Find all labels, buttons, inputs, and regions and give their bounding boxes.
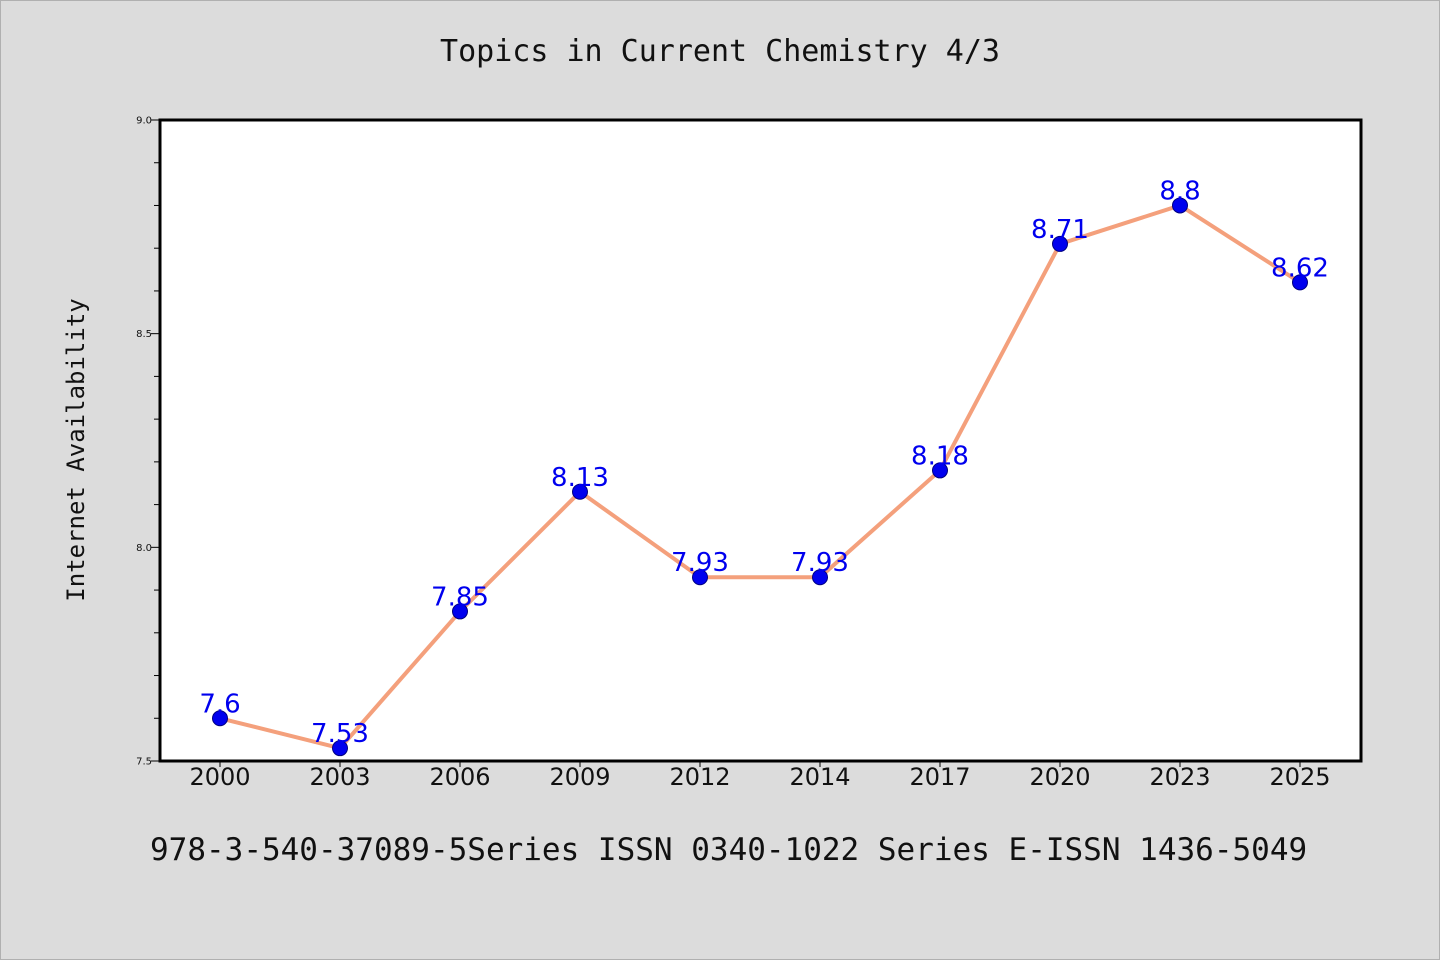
footer-isbn-issn: 978-3-540-37089-5Series ISSN 0340-1022 S… (150, 832, 1308, 868)
data-point (332, 740, 348, 757)
data-point (932, 462, 948, 479)
x-tick-label: 2014 (789, 763, 850, 791)
data-point (812, 569, 828, 586)
series-group (212, 197, 1308, 757)
data-point (452, 603, 468, 620)
chart-title: Topics in Current Chemistry 4/3 (440, 34, 1000, 69)
data-label: 7.85 (431, 582, 489, 612)
x-tick-label: 2009 (549, 763, 610, 791)
data-label: 8.13 (551, 463, 609, 493)
data-label: 8.71 (1031, 215, 1089, 245)
data-labels: 7.6 7.53 7.85 8.13 7.93 7.93 8.18 8.71 8.8 8.62 (199, 176, 1329, 749)
data-label: 7.6 (199, 689, 240, 719)
data-label: 7.93 (671, 548, 729, 578)
data-label: 7.53 (311, 719, 369, 749)
x-tick-label: 2025 (1269, 763, 1330, 791)
data-point (1052, 235, 1068, 252)
data-label: 8.8 (1159, 176, 1200, 206)
plot-area (158, 118, 1363, 763)
data-point (1172, 197, 1188, 214)
data-point (1292, 274, 1308, 291)
y-tick-label: 8.5 (136, 329, 152, 340)
y-tick-label: 8.0 (136, 543, 152, 554)
x-tick-label: 2000 (189, 763, 250, 791)
x-tick-label: 2012 (669, 763, 730, 791)
x-tick-label: 2006 (429, 763, 490, 791)
x-tick-label: 2017 (909, 763, 970, 791)
y-axis: 7.5 8.0 8.5 9.0 (136, 116, 160, 768)
data-point (692, 569, 708, 586)
series-line (218, 203, 1302, 751)
data-point (572, 483, 588, 500)
data-label: 8.18 (911, 441, 969, 471)
data-label: 8.62 (1271, 253, 1329, 283)
data-label: 7.93 (791, 548, 849, 578)
x-axis: 2000 2003 2006 2009 2012 2014 2017 2020 2023 2025 (189, 761, 1331, 791)
y-tick-label: 7.5 (136, 757, 152, 768)
x-tick-label: 2020 (1029, 763, 1090, 791)
x-tick-label: 2023 (1149, 763, 1210, 791)
x-tick-label: 2003 (309, 763, 370, 791)
data-point (212, 710, 228, 727)
y-tick-label: 9.0 (136, 116, 152, 127)
